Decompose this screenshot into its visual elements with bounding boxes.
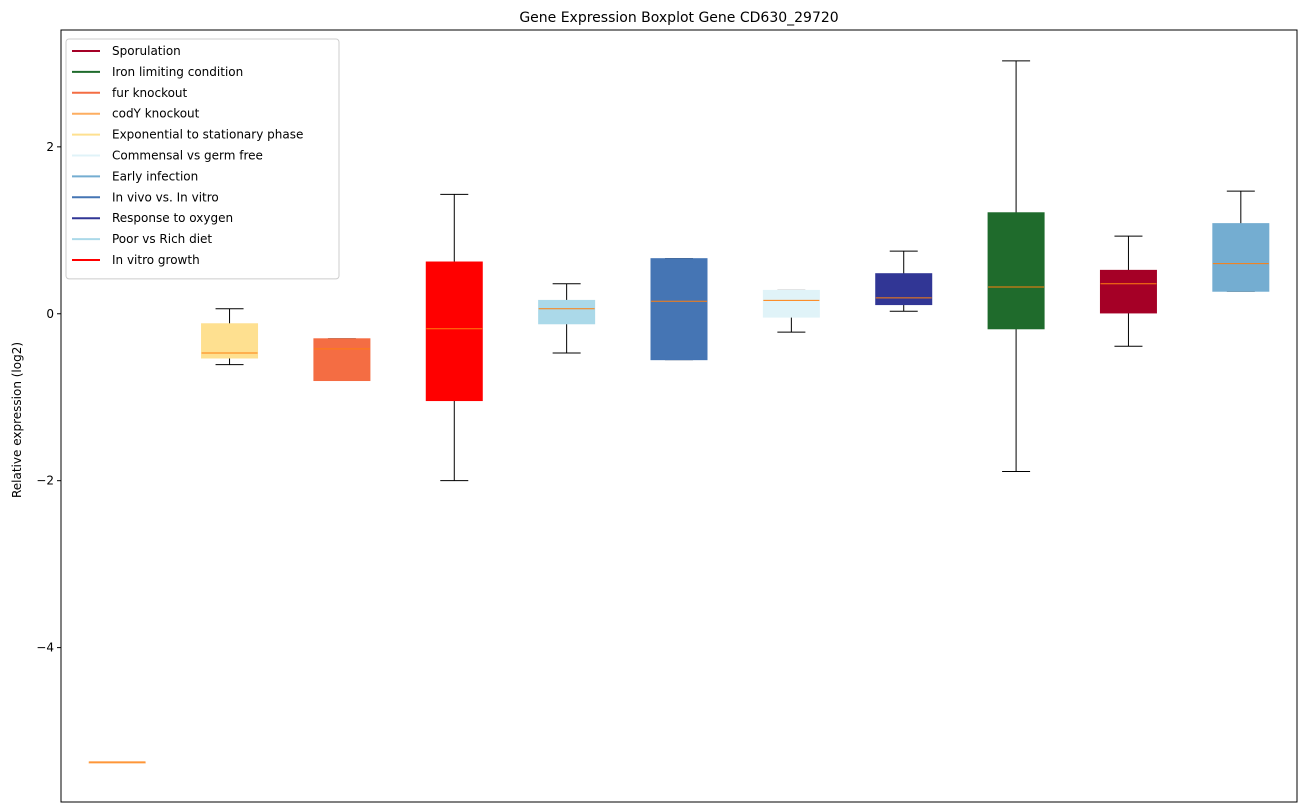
box-group (650, 258, 708, 361)
box-group (875, 250, 933, 312)
box (1099, 269, 1157, 314)
legend-label: fur knockout (112, 86, 188, 100)
legend-label: Early infection (112, 169, 198, 183)
box-group (538, 283, 596, 354)
legend-label: Commensal vs germ free (112, 149, 263, 163)
box (201, 323, 259, 359)
legend-label: Response to oxygen (112, 211, 233, 225)
legend-frame (65, 38, 340, 280)
legend: Sporulation Iron limiting condition fur kn… (65, 38, 340, 280)
box-group (201, 308, 259, 366)
boxes-group (88, 60, 1270, 764)
y-tick-label: 0 (46, 307, 54, 321)
box-group (1099, 235, 1157, 347)
box (875, 273, 933, 306)
box (987, 212, 1045, 330)
y-axis-ticks: 2 0 −2 −4 (36, 140, 61, 655)
box-group (88, 761, 146, 764)
box-group (762, 289, 820, 333)
legend-label: In vivo vs. In vitro (112, 190, 219, 204)
legend-label: Iron limiting condition (112, 65, 243, 79)
legend-label: Poor vs Rich diet (112, 232, 212, 246)
box-group (425, 193, 483, 482)
box (1212, 223, 1270, 292)
y-tick-label: −4 (36, 641, 54, 655)
legend-label: Sporulation (112, 44, 181, 58)
y-axis-label: Relative expression (log2) (10, 342, 24, 498)
legend-label: In vitro growth (112, 253, 200, 267)
box (425, 261, 483, 402)
box (762, 289, 820, 318)
chart-title: Gene Expression Boxplot Gene CD630_29720 (519, 10, 838, 26)
plot-frame (60, 29, 1298, 803)
y-tick-label: 2 (46, 140, 54, 154)
box-group (987, 60, 1045, 473)
legend-label: Exponential to stationary phase (112, 128, 303, 142)
legend-label: codY knockout (112, 107, 200, 121)
box (313, 338, 371, 382)
box-group (1212, 190, 1270, 292)
box-group (313, 338, 371, 382)
y-tick-label: −2 (36, 474, 54, 488)
box (538, 299, 596, 325)
box (650, 258, 708, 361)
